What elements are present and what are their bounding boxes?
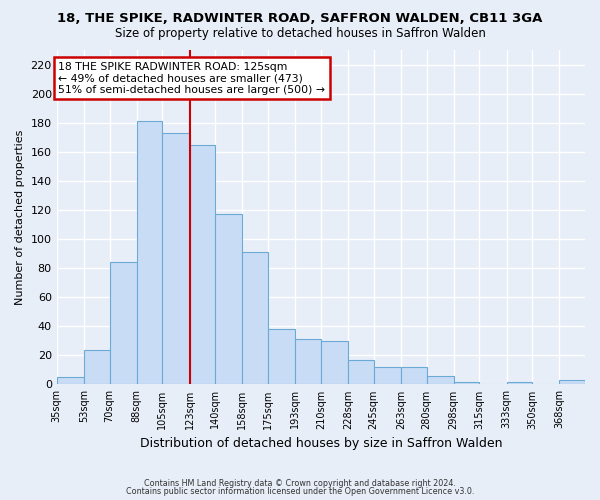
- Bar: [110, 262, 137, 384]
- Bar: [190, 144, 215, 384]
- Bar: [374, 367, 401, 384]
- Bar: [321, 341, 348, 384]
- Bar: [242, 252, 268, 384]
- Bar: [506, 382, 532, 384]
- Bar: [268, 329, 295, 384]
- Text: Contains public sector information licensed under the Open Government Licence v3: Contains public sector information licen…: [126, 487, 474, 496]
- Bar: [163, 133, 190, 384]
- Bar: [84, 350, 110, 384]
- Text: 18 THE SPIKE RADWINTER ROAD: 125sqm
← 49% of detached houses are smaller (473)
5: 18 THE SPIKE RADWINTER ROAD: 125sqm ← 49…: [58, 62, 325, 95]
- Bar: [56, 377, 84, 384]
- Bar: [454, 382, 479, 384]
- Bar: [559, 380, 585, 384]
- Bar: [215, 214, 242, 384]
- Bar: [137, 121, 163, 384]
- Y-axis label: Number of detached properties: Number of detached properties: [15, 130, 25, 305]
- X-axis label: Distribution of detached houses by size in Saffron Walden: Distribution of detached houses by size …: [140, 437, 502, 450]
- Bar: [427, 376, 454, 384]
- Bar: [348, 360, 374, 384]
- Bar: [295, 340, 321, 384]
- Text: 18, THE SPIKE, RADWINTER ROAD, SAFFRON WALDEN, CB11 3GA: 18, THE SPIKE, RADWINTER ROAD, SAFFRON W…: [58, 12, 542, 26]
- Text: Contains HM Land Registry data © Crown copyright and database right 2024.: Contains HM Land Registry data © Crown c…: [144, 478, 456, 488]
- Bar: [401, 367, 427, 384]
- Text: Size of property relative to detached houses in Saffron Walden: Size of property relative to detached ho…: [115, 28, 485, 40]
